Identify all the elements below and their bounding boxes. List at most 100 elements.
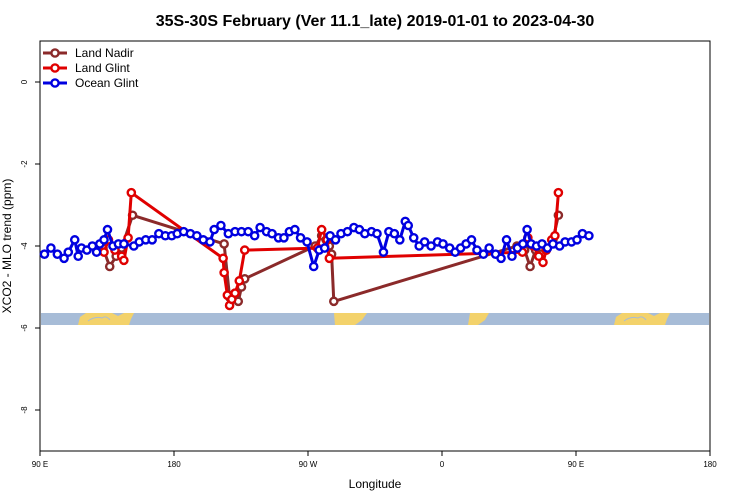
x-tick-label: 0 [440,460,445,469]
data-point-ocean-glint [267,228,277,239]
land-australia [468,313,489,325]
legend-label-ocean-glint: Ocean Glint [75,76,139,90]
data-point-ocean-glint [192,230,202,241]
series-layer [39,187,594,311]
y-tick-label: -8 [20,406,29,414]
data-point-ocean-glint [279,232,289,243]
land-outline [87,316,111,322]
series-ocean-glint [39,216,594,272]
data-point-land-glint [123,232,133,243]
data-point-ocean-glint [403,220,414,231]
legend-label-land-glint: Land Glint [75,61,130,75]
data-point-land-glint [538,257,548,268]
data-point-ocean-glint [119,239,129,249]
data-point-ocean-glint [69,235,80,245]
x-tick-label: 90 E [32,460,48,469]
data-point-land-glint [324,253,335,264]
data-point-land-glint [553,187,564,198]
data-point-ocean-glint [389,228,400,239]
data-point-land-glint [230,288,240,298]
y-axis: 0 -2 -4 -6 -8 [20,79,40,414]
data-point-ocean-glint [484,243,494,253]
data-point-ocean-glint [372,228,382,239]
y-tick-label: -2 [20,160,29,168]
data-point-ocean-glint [378,247,389,257]
data-point-ocean-glint [295,232,306,243]
data-point-ocean-glint [63,247,74,257]
data-point-ocean-glint [342,226,353,237]
data-point-ocean-glint [426,241,436,251]
data-point-ocean-glint [302,237,312,247]
data-point-ocean-glint [319,243,330,253]
data-point-land-nadir [525,261,535,272]
data-point-ocean-glint [205,237,215,247]
land-outline-repeat [623,316,647,322]
data-point-ocean-glint [408,232,419,243]
data-point-ocean-glint [518,239,528,249]
ocean-band [41,313,709,325]
data-point-ocean-glint [52,249,63,259]
legend-marker-ocean-glint [50,78,60,88]
x-tick-label: 90 W [299,460,318,469]
x-axis-label: Longitude [349,477,402,491]
data-point-land-glint [239,245,250,255]
chart-title: 35S-30S February (Ver 11.1_late) 2019-01… [156,13,595,30]
land-africa [334,313,367,325]
data-point-land-glint [218,253,228,264]
y-tick-label: -4 [20,242,29,250]
data-point-ocean-glint [308,261,319,272]
data-point-ocean-glint [478,249,489,259]
data-point-land-glint [119,255,129,266]
x-tick-label: 90 E [568,460,584,469]
data-point-ocean-glint [496,253,506,264]
data-point-land-glint [550,230,560,241]
x-tick-label: 180 [703,460,717,469]
x-tick-label: 180 [167,460,181,469]
data-point-ocean-glint [59,253,69,264]
data-point-ocean-glint [102,224,113,235]
x-axis: 90 E 180 90 W 0 90 E 180 [32,451,717,469]
data-point-ocean-glint [507,251,517,262]
land-south-america-repeat [614,313,670,325]
legend-label-land-nadir: Land Nadir [75,46,134,60]
data-point-ocean-glint [572,235,582,245]
data-point-ocean-glint [419,237,430,247]
data-point-ocean-glint [522,224,532,235]
data-point-ocean-glint [99,235,109,245]
data-point-land-glint [533,251,544,262]
data-point-ocean-glint [216,220,226,231]
land-ocean-strip [41,313,709,325]
data-point-ocean-glint [255,222,265,233]
data-point-ocean-glint [466,235,477,245]
legend-marker-land-nadir [50,48,60,58]
y-tick-label: 0 [20,79,29,84]
data-point-land-glint [316,224,327,235]
legend-marker-land-glint [50,63,60,73]
data-point-ocean-glint [330,235,341,245]
data-point-ocean-glint [209,224,219,235]
data-point-land-nadir [219,239,229,249]
y-axis-label: XCO2 - MLO trend (ppm) [0,179,14,314]
data-point-land-glint [99,247,109,257]
data-point-land-glint [234,276,245,286]
data-point-ocean-glint [249,230,260,241]
data-point-ocean-glint [243,226,253,237]
y-tick-label: -6 [20,324,29,332]
data-point-ocean-glint [73,251,84,262]
data-point-ocean-glint [584,230,594,241]
data-point-ocean-glint [290,224,300,235]
data-point-ocean-glint [91,247,102,257]
data-point-land-nadir [104,261,115,272]
data-point-land-glint [126,187,137,198]
data-point-ocean-glint [472,245,482,255]
data-point-ocean-glint [39,249,50,259]
data-point-land-nadir [329,296,339,307]
data-point-land-glint [219,267,229,278]
data-point-ocean-glint [395,235,405,245]
data-point-ocean-glint [438,239,448,249]
data-point-ocean-glint [147,235,157,245]
land-south-america [78,313,134,325]
data-point-ocean-glint [46,243,56,253]
